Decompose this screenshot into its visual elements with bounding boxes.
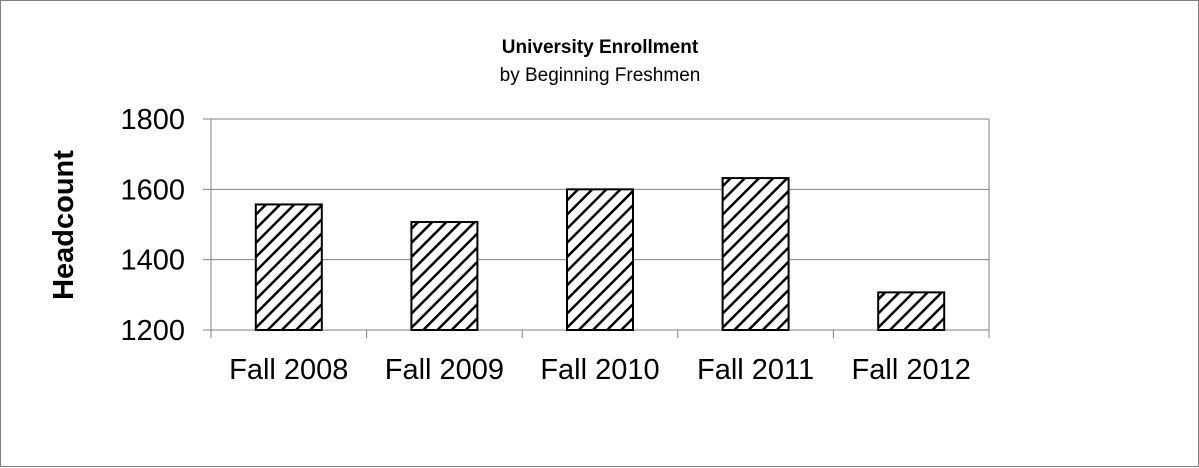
bar: [410, 221, 479, 331]
bar: [566, 188, 634, 331]
y-axis-label: Headcount: [48, 150, 80, 300]
y-tick-label: 1200: [120, 315, 185, 347]
x-tick-label: Fall 2008: [229, 354, 348, 386]
chart-subtitle: by Beginning Freshmen: [500, 65, 701, 86]
x-tick-label: Fall 2009: [385, 354, 504, 386]
x-tick-label: Fall 2010: [540, 354, 659, 386]
plot-area: 1200 1400 1600 1800 Fall 2008 Fall 2009 Fall 2…: [120, 104, 990, 386]
x-tick-label: Fall 2012: [852, 354, 971, 386]
chart-title: University Enrollment: [502, 37, 699, 58]
bar: [254, 203, 323, 331]
y-tick-label: 1400: [120, 245, 185, 277]
bar: [721, 177, 790, 331]
x-tick-label: Fall 2011: [697, 354, 814, 386]
y-tick-label: 1600: [120, 174, 185, 206]
bar: [877, 291, 946, 332]
y-tick-label: 1800: [120, 104, 185, 136]
